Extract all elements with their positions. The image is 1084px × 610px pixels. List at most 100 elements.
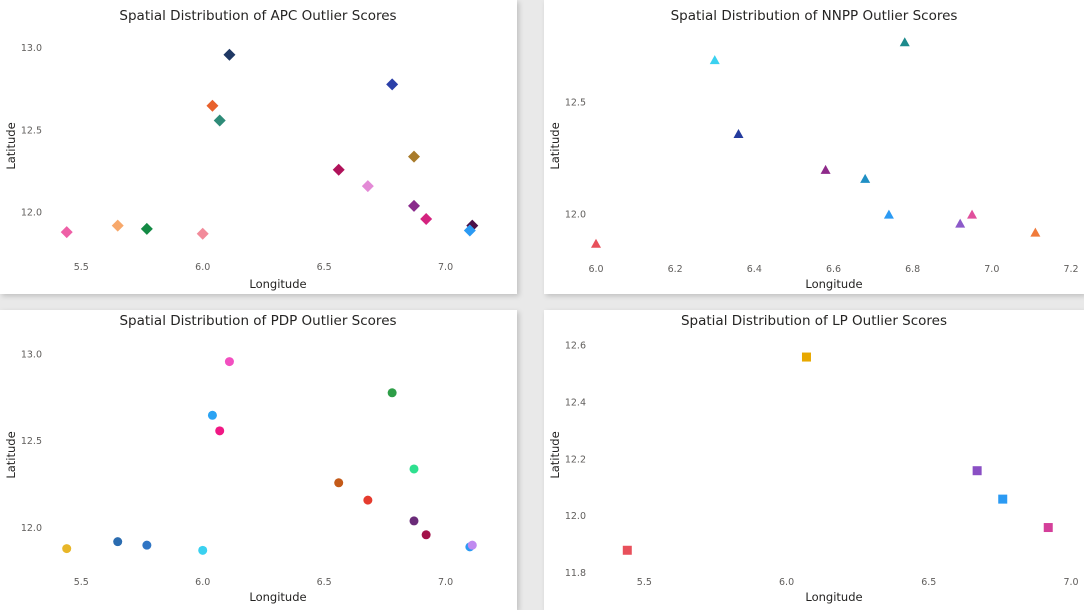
- data-point[interactable]: [409, 464, 419, 474]
- x-tick-label: 6.0: [195, 262, 210, 273]
- x-tick-label: 6.8: [905, 264, 920, 275]
- data-points: [62, 357, 477, 555]
- x-tick-label: 5.5: [74, 262, 89, 273]
- chart-title: Spatial Distribution of NNPP Outlier Sco…: [671, 8, 958, 24]
- x-tick-label: 6.5: [921, 577, 936, 588]
- y-tick-label: 11.8: [565, 568, 586, 579]
- x-tick-label: 5.5: [637, 577, 652, 588]
- x-tick-label: 6.6: [826, 264, 841, 275]
- x-tick-label: 5.5: [74, 577, 89, 588]
- data-point[interactable]: [60, 226, 73, 239]
- x-tick-label: 6.0: [779, 577, 794, 588]
- lp-chart-panel: Spatial Distribution of LP Outlier Score…: [544, 310, 1084, 610]
- data-point[interactable]: [332, 163, 345, 176]
- data-points: [622, 352, 1053, 555]
- x-axis-label: Longitude: [805, 277, 862, 291]
- y-axis-label: Latitude: [548, 122, 562, 169]
- x-tick-label: 6.5: [317, 262, 332, 273]
- data-point[interactable]: [420, 213, 433, 226]
- x-tick-label: 7.2: [1063, 264, 1078, 275]
- data-point[interactable]: [361, 180, 374, 193]
- data-point[interactable]: [1043, 523, 1053, 533]
- data-point[interactable]: [899, 37, 910, 47]
- data-point[interactable]: [467, 540, 477, 550]
- x-tick-label: 7.0: [438, 262, 453, 273]
- y-axis-label: Latitude: [548, 431, 562, 478]
- data-point[interactable]: [463, 224, 476, 237]
- data-point[interactable]: [421, 530, 431, 540]
- data-point[interactable]: [113, 537, 123, 547]
- y-tick-label: 13.0: [21, 43, 42, 54]
- y-tick-label: 12.0: [21, 523, 42, 534]
- data-point[interactable]: [334, 478, 344, 488]
- y-axis-label: Latitude: [4, 122, 18, 169]
- y-tick-label: 12.4: [565, 398, 586, 409]
- data-point[interactable]: [196, 227, 209, 240]
- data-point[interactable]: [387, 388, 397, 398]
- x-tick-label: 6.2: [668, 264, 683, 275]
- apc-scatter-svg: Spatial Distribution of APC Outlier Scor…: [4, 8, 479, 291]
- y-tick-label: 12.5: [565, 98, 586, 109]
- data-point[interactable]: [972, 466, 982, 476]
- data-point[interactable]: [206, 99, 219, 112]
- y-tick-label: 12.5: [21, 436, 42, 447]
- data-point[interactable]: [883, 209, 894, 219]
- lp-scatter-svg: Spatial Distribution of LP Outlier Score…: [548, 313, 1079, 604]
- x-tick-label: 7.0: [438, 577, 453, 588]
- y-tick-label: 12.0: [565, 210, 586, 221]
- data-point[interactable]: [408, 199, 420, 212]
- y-axis-label: Latitude: [4, 431, 18, 478]
- data-point[interactable]: [967, 209, 978, 219]
- data-point[interactable]: [140, 222, 153, 235]
- chart-title: Spatial Distribution of APC Outlier Scor…: [119, 8, 396, 24]
- data-point[interactable]: [591, 238, 601, 248]
- data-point[interactable]: [622, 545, 632, 555]
- x-ticks: 5.5 6.0 6.5 7.0: [74, 577, 453, 588]
- x-tick-label: 6.0: [588, 264, 603, 275]
- pdp-scatter-svg: Spatial Distribution of PDP Outlier Scor…: [4, 313, 477, 604]
- x-ticks: 5.5 6.0 6.5 7.0: [637, 577, 1079, 588]
- x-axis-label: Longitude: [805, 590, 862, 604]
- data-point[interactable]: [213, 114, 226, 127]
- x-axis-label: Longitude: [249, 590, 306, 604]
- x-tick-label: 6.4: [747, 264, 762, 275]
- data-point[interactable]: [224, 357, 234, 367]
- data-point[interactable]: [409, 516, 419, 526]
- x-axis-label: Longitude: [249, 277, 306, 291]
- data-point[interactable]: [198, 545, 208, 555]
- data-point[interactable]: [215, 426, 225, 436]
- x-tick-label: 6.0: [195, 577, 210, 588]
- data-point[interactable]: [62, 544, 72, 554]
- data-point[interactable]: [998, 494, 1008, 504]
- y-tick-label: 12.2: [565, 454, 586, 465]
- y-tick-label: 13.0: [21, 350, 42, 361]
- y-tick-label: 12.5: [21, 125, 42, 136]
- data-point[interactable]: [223, 48, 236, 61]
- data-point[interactable]: [820, 164, 831, 174]
- data-point[interactable]: [733, 129, 744, 139]
- y-ticks: 12.0 12.5: [565, 98, 586, 221]
- data-point[interactable]: [408, 150, 420, 163]
- pdp-chart-panel: Spatial Distribution of PDP Outlier Scor…: [0, 310, 517, 610]
- data-point[interactable]: [860, 173, 871, 183]
- apc-chart-panel: Spatial Distribution of APC Outlier Scor…: [0, 0, 517, 294]
- data-point[interactable]: [207, 410, 217, 420]
- data-points: [60, 48, 479, 240]
- chart-title: Spatial Distribution of PDP Outlier Scor…: [119, 313, 396, 329]
- y-tick-label: 12.0: [565, 511, 586, 522]
- x-ticks: 6.0 6.2 6.4 6.6 6.8 7.0 7.2: [588, 264, 1078, 275]
- data-point[interactable]: [1030, 227, 1041, 237]
- y-tick-label: 12.0: [21, 207, 42, 218]
- data-point[interactable]: [142, 540, 152, 550]
- data-point[interactable]: [709, 55, 720, 65]
- chart-title: Spatial Distribution of LP Outlier Score…: [681, 313, 947, 329]
- data-point[interactable]: [386, 78, 399, 91]
- y-ticks: 11.8 12.0 12.2 12.4 12.6: [565, 341, 586, 579]
- nnpp-scatter-svg: Spatial Distribution of NNPP Outlier Sco…: [548, 8, 1079, 291]
- y-ticks: 12.0 12.5 13.0: [21, 350, 42, 534]
- x-tick-label: 7.0: [984, 264, 999, 275]
- data-point[interactable]: [111, 219, 124, 232]
- data-point[interactable]: [363, 495, 373, 505]
- data-point[interactable]: [955, 218, 966, 228]
- data-point[interactable]: [801, 352, 811, 362]
